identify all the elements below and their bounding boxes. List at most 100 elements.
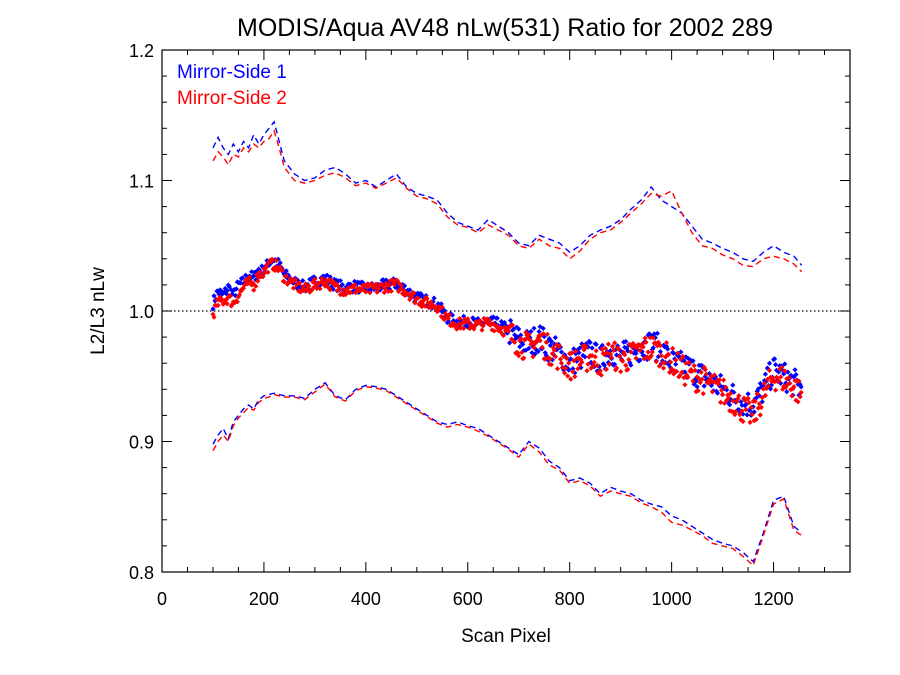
- series-2-point: [768, 378, 775, 384]
- series-2-point: [695, 388, 701, 394]
- series-2-point: [674, 368, 680, 375]
- series-2-point: [549, 351, 555, 357]
- series-2-point: [283, 273, 289, 279]
- series-2-point: [694, 374, 700, 380]
- series-2-point: [682, 382, 688, 388]
- series-2-point: [577, 362, 583, 368]
- series-2-point: [402, 292, 408, 298]
- series-2-point: [361, 283, 367, 289]
- series-1-point: [523, 347, 529, 353]
- series-2-point: [603, 366, 609, 372]
- series-2-point: [469, 322, 475, 328]
- series-2-point: [560, 365, 566, 371]
- series-2-point: [437, 305, 443, 311]
- series-2-point: [521, 355, 527, 361]
- series-2-point: [733, 409, 739, 415]
- series-1-point: [576, 350, 582, 356]
- series-2-point: [412, 300, 418, 306]
- series-1-point: [226, 284, 232, 290]
- series-1-point: [577, 345, 583, 351]
- series-2-point: [606, 361, 613, 367]
- series-2-point: [680, 353, 686, 359]
- series-2-point: [678, 356, 684, 362]
- series-2-point: [623, 362, 629, 368]
- series-1-point: [702, 373, 708, 379]
- series-2-point: [777, 366, 783, 372]
- series-2-point: [752, 398, 758, 404]
- series-2-point: [535, 335, 541, 341]
- series-2-point: [723, 384, 729, 390]
- series-2-point: [568, 376, 574, 382]
- series-2-point: [656, 363, 662, 369]
- series-2-point: [721, 377, 727, 383]
- series-1-point: [624, 345, 630, 351]
- series-2-point: [565, 373, 571, 379]
- series-2-point: [481, 315, 487, 321]
- series-2-point: [473, 319, 479, 325]
- series-2-point: [798, 389, 804, 396]
- series-2-point: [461, 325, 467, 331]
- series-2-point: [732, 412, 738, 418]
- series-1-point: [570, 366, 576, 372]
- series-2-point: [234, 299, 240, 305]
- series-2-point: [647, 335, 653, 341]
- series-2-point: [738, 417, 744, 423]
- series-2-point: [528, 341, 534, 347]
- series-2-point: [227, 293, 233, 299]
- series-2-lower-envelope: [212, 383, 802, 567]
- x-tick-label: 200: [249, 589, 279, 609]
- series-2: [210, 129, 804, 567]
- series-2-point: [388, 288, 394, 294]
- series-2-point: [699, 376, 705, 382]
- series-2-point: [637, 347, 643, 354]
- series-1-point: [258, 271, 264, 277]
- series-2-point: [509, 336, 515, 342]
- series-2-point: [540, 331, 546, 337]
- series-2-point: [696, 376, 702, 382]
- series-2-point: [597, 368, 603, 374]
- series-2-point: [569, 350, 575, 356]
- series-2-point: [570, 369, 576, 375]
- series-2-point: [614, 365, 620, 371]
- series-1-point: [231, 287, 237, 293]
- series-1-point: [758, 384, 764, 390]
- series-2-point: [487, 322, 493, 328]
- series-2-point: [245, 281, 251, 287]
- series-2-point: [363, 289, 369, 295]
- series-2-point: [236, 292, 243, 298]
- series-2-point: [466, 319, 472, 325]
- series-2-point: [620, 358, 626, 364]
- series-2-point: [785, 381, 791, 387]
- series-2-point: [306, 283, 312, 289]
- series-2-point: [649, 349, 655, 355]
- series-1-point: [518, 332, 524, 338]
- series-2-point: [653, 359, 659, 365]
- series-1-point: [637, 357, 643, 363]
- series-2-point: [376, 286, 382, 292]
- series-2-point: [422, 303, 428, 309]
- series-2-point: [746, 400, 752, 406]
- series-1-point: [671, 350, 677, 356]
- series-2-point: [322, 283, 328, 289]
- series-1-point: [785, 369, 791, 375]
- series-2-point: [562, 370, 568, 376]
- series-2-point: [789, 393, 795, 399]
- series-2-point: [655, 339, 661, 345]
- series-1-point: [337, 278, 343, 284]
- series-2-point: [663, 340, 670, 346]
- series-2-point: [415, 295, 421, 301]
- series-2-point: [778, 374, 784, 380]
- series-1-point: [764, 365, 770, 371]
- series-1-point: [386, 286, 392, 292]
- series-2-point: [550, 345, 556, 351]
- series-2-point: [421, 297, 427, 303]
- series-2-point: [783, 384, 789, 390]
- series-2-point: [627, 341, 633, 348]
- series-2-point: [728, 390, 734, 396]
- series-1-point: [633, 350, 639, 356]
- series-2-point: [505, 328, 512, 334]
- series-2-point: [269, 256, 275, 262]
- series-1-point: [687, 357, 693, 363]
- series-2-point: [417, 302, 423, 308]
- series-2-point: [446, 312, 452, 318]
